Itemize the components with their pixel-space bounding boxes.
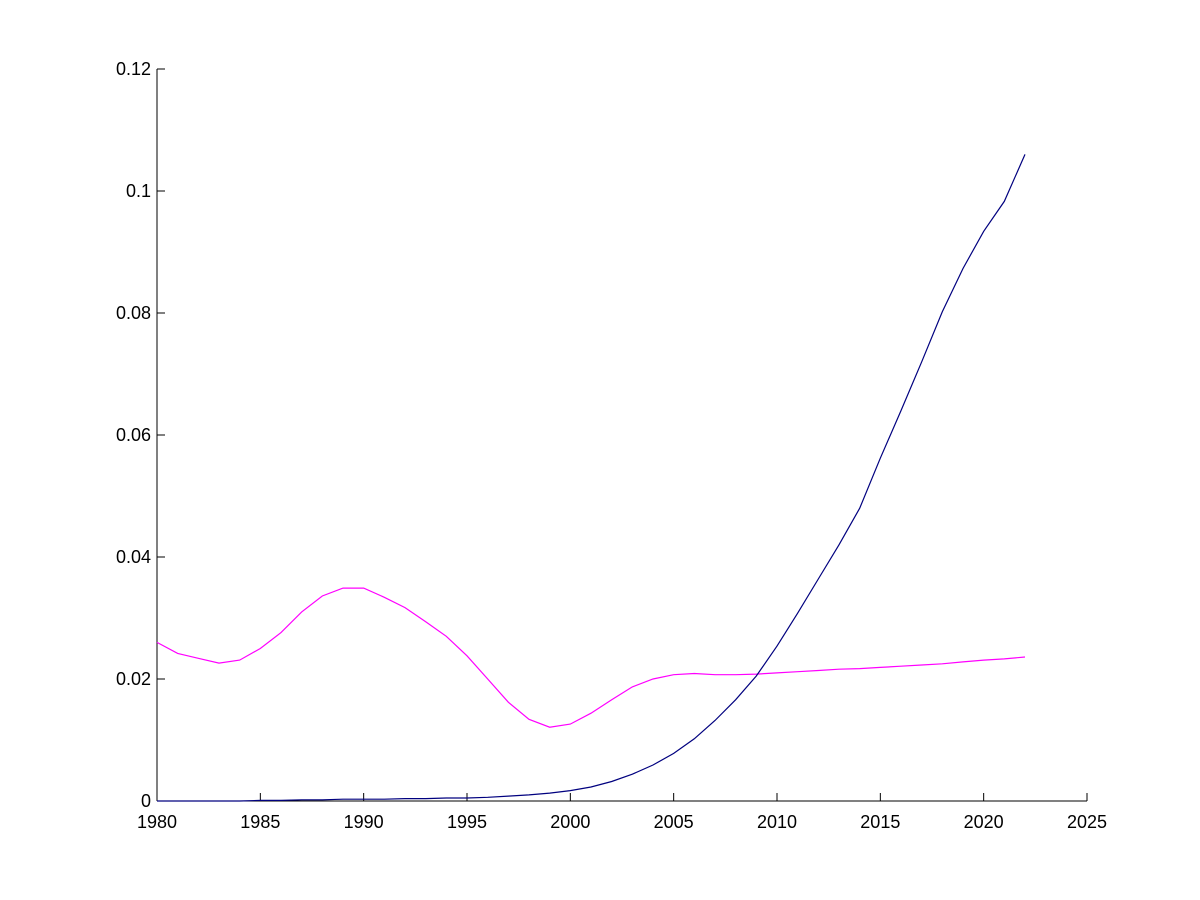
x-tick-label: 2010 xyxy=(757,812,797,832)
y-tick-label: 0.04 xyxy=(116,547,151,567)
x-tick-label: 2000 xyxy=(550,812,590,832)
x-tick-label: 2005 xyxy=(654,812,694,832)
series-line-2 xyxy=(157,154,1026,802)
x-tick-label: 2015 xyxy=(860,812,900,832)
x-tick-label: 1990 xyxy=(344,812,384,832)
x-tick-label: 2025 xyxy=(1067,812,1107,832)
y-tick-label: 0.1 xyxy=(126,181,151,201)
series-line-1 xyxy=(156,587,1026,728)
y-tick-label: 0.06 xyxy=(116,425,151,445)
series-group xyxy=(156,154,1026,802)
x-tick-label: 1985 xyxy=(240,812,280,832)
x-tick-label: 2020 xyxy=(964,812,1004,832)
x-tick-label: 1995 xyxy=(447,812,487,832)
axes: 1980 1985 1990 1995 2000 2005 2010 2015 2020 2025… xyxy=(116,59,1107,832)
y-tick-label: 0.12 xyxy=(116,59,151,79)
x-tick-label: 1980 xyxy=(137,812,177,832)
y-tick-label: 0 xyxy=(141,791,151,811)
y-tick-label: 0.02 xyxy=(116,669,151,689)
y-tick-label: 0.08 xyxy=(116,303,151,323)
